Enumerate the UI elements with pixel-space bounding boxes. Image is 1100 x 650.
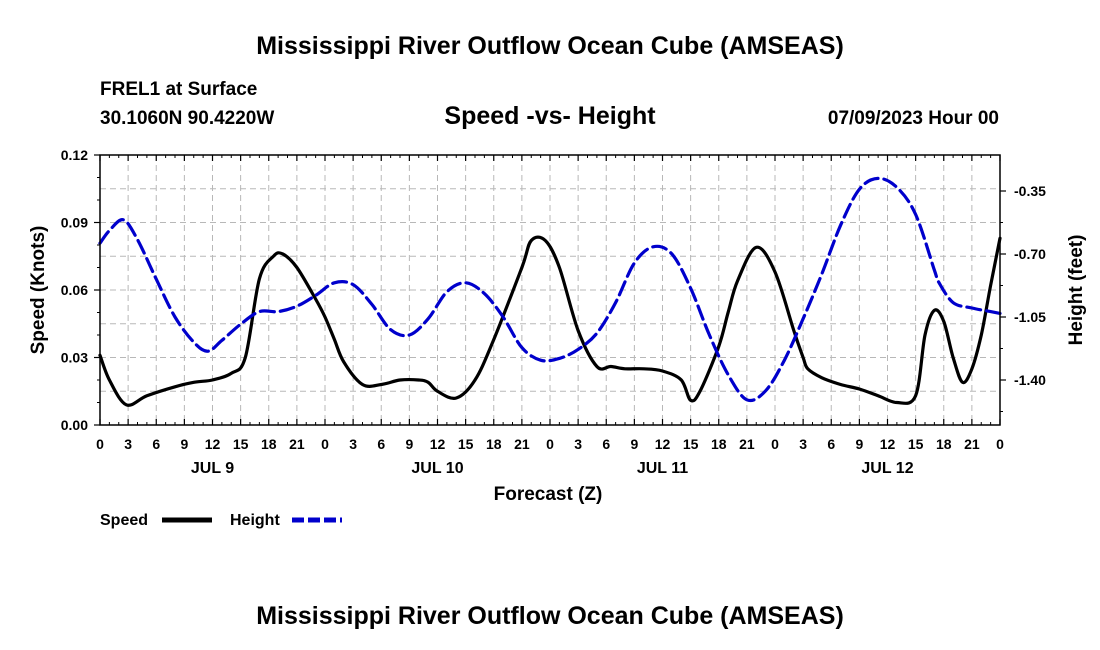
x-tick-label: 6 [377, 436, 385, 452]
grid-lines [100, 155, 1000, 425]
legend-height-label: Height [230, 512, 280, 529]
day-label: JUL 10 [411, 460, 463, 477]
y-tick-label: 0.06 [61, 282, 88, 298]
x-tick-label: 9 [180, 436, 188, 452]
axis-ticks: 0 3 6 9 12 15 18 21 0 3 6 9 12 15 18 21 0 3 6 9 12 15 18 21 0 3 6 9… [61, 147, 1046, 477]
speed-series-line [98, 235, 1002, 407]
x-tick-label: 9 [630, 436, 638, 452]
x-tick-label: 18 [711, 436, 727, 452]
x-tick-label: 21 [964, 436, 980, 452]
y2-tick-label: -1.40 [1014, 372, 1046, 388]
station-label: FREL1 at Surface [100, 79, 257, 100]
y2-tick-label: -1.05 [1014, 309, 1046, 325]
height-series-line [98, 176, 1002, 403]
y2-tick-label: -0.35 [1014, 183, 1046, 199]
y-tick-label: 0.03 [61, 350, 88, 366]
x-tick-label: 15 [908, 436, 924, 452]
x-tick-label: 12 [205, 436, 221, 452]
x-tick-label: 6 [602, 436, 610, 452]
x-tick-label: 3 [349, 436, 357, 452]
day-label: JUL 12 [861, 460, 913, 477]
x-tick-label: 0 [996, 436, 1004, 452]
x-tick-label: 21 [514, 436, 530, 452]
x-tick-label: 18 [486, 436, 502, 452]
x-tick-label: 0 [546, 436, 554, 452]
x-tick-label: 0 [321, 436, 329, 452]
y-tick-label: 0.00 [61, 417, 88, 433]
x-tick-label: 6 [152, 436, 160, 452]
x-tick-label: 9 [405, 436, 413, 452]
x-tick-label: 15 [233, 436, 249, 452]
y-tick-label: 0.12 [61, 147, 88, 163]
coordinates-label: 30.1060N 90.4220W [100, 108, 274, 129]
x-tick-label: 21 [289, 436, 305, 452]
x-tick-label: 18 [936, 436, 952, 452]
x-tick-label: 12 [430, 436, 446, 452]
x-tick-label: 3 [799, 436, 807, 452]
x-tick-label: 12 [655, 436, 671, 452]
x-tick-label: 0 [771, 436, 779, 452]
day-label: JUL 11 [637, 460, 688, 477]
y2-axis-label: Height (feet) [1066, 235, 1087, 346]
chart-subtitle: Speed -vs- Height [444, 102, 656, 130]
y-tick-label: 0.09 [61, 215, 88, 231]
day-label: JUL 9 [191, 460, 234, 477]
x-tick-label: 6 [827, 436, 835, 452]
series-lines [98, 176, 1002, 407]
x-tick-label: 12 [880, 436, 896, 452]
legend: Speed Height [100, 512, 342, 529]
x-tick-label: 15 [458, 436, 474, 452]
x-axis-label: Forecast (Z) [494, 484, 603, 505]
chart-title-bottom: Mississippi River Outflow Ocean Cube (AM… [256, 602, 844, 630]
x-tick-label: 3 [124, 436, 132, 452]
legend-speed-label: Speed [100, 512, 148, 529]
x-tick-label: 0 [96, 436, 104, 452]
y-axis-label: Speed (Knots) [28, 226, 49, 355]
forecast-date: 07/09/2023 Hour 00 [828, 108, 999, 129]
x-tick-label: 3 [574, 436, 582, 452]
chart-title-top: Mississippi River Outflow Ocean Cube (AM… [256, 32, 844, 60]
x-tick-label: 21 [739, 436, 755, 452]
plot-frame [99, 154, 1001, 426]
x-tick-label: 15 [683, 436, 699, 452]
y2-tick-label: -0.70 [1014, 246, 1046, 262]
x-tick-label: 9 [855, 436, 863, 452]
x-tick-label: 18 [261, 436, 277, 452]
